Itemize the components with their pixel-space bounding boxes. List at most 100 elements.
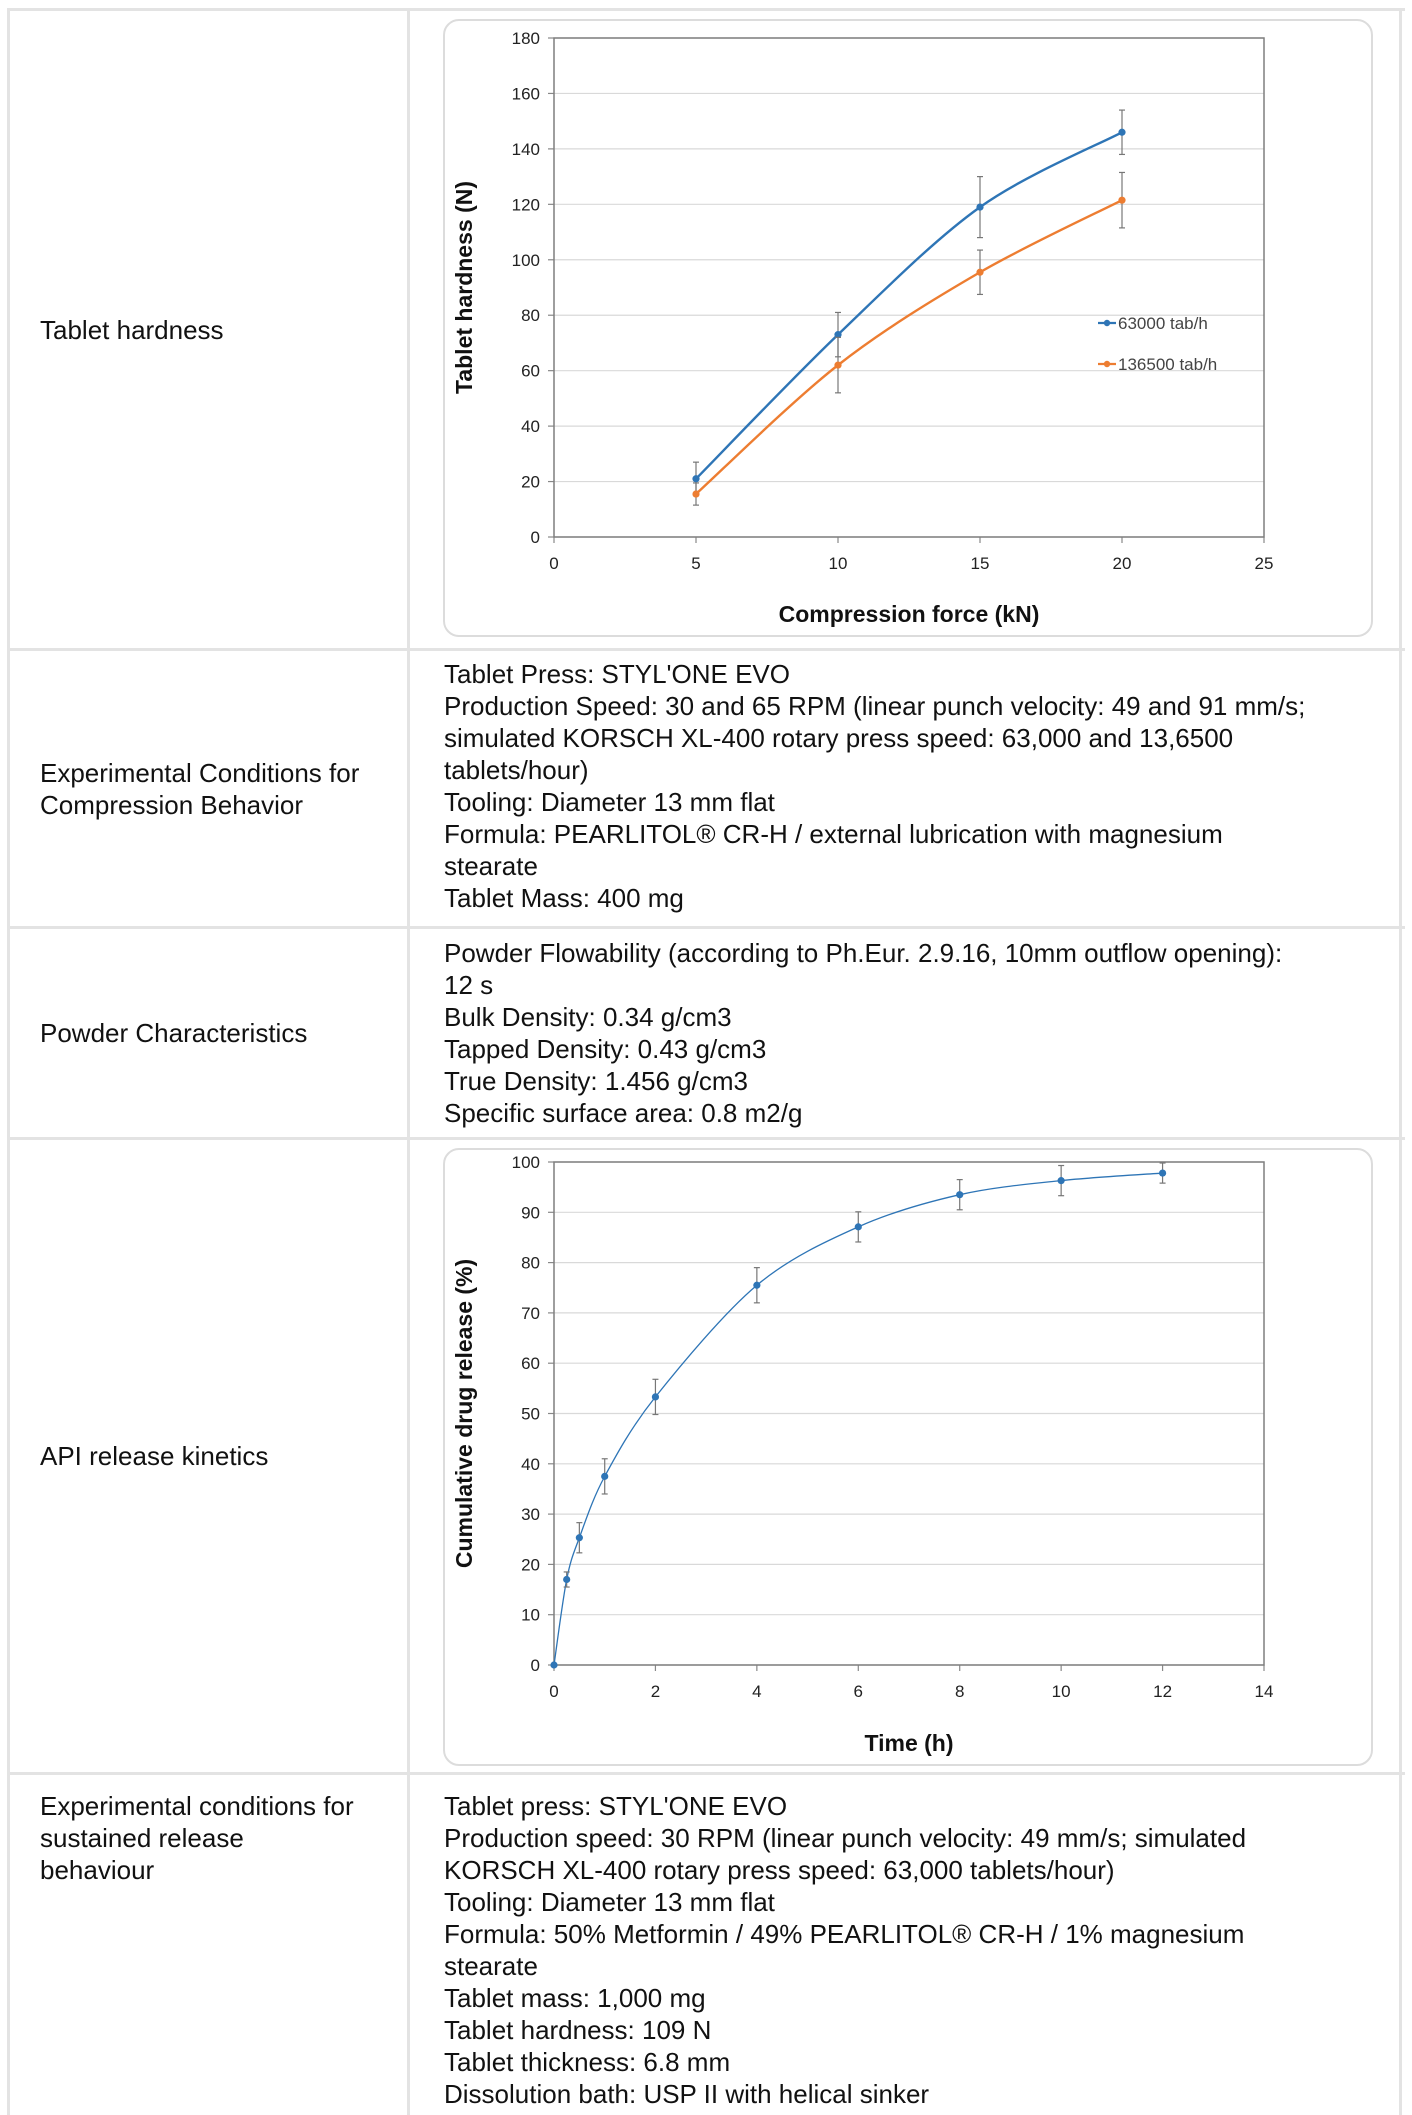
text-line: Tablet thickness: 6.8 mm bbox=[444, 2047, 731, 2077]
plot-area bbox=[553, 1161, 1265, 1666]
x-tick-label: 25 bbox=[1255, 554, 1274, 573]
text-line: Tablet press: STYL'ONE EVO bbox=[444, 1791, 788, 1821]
row-compression-conditions: Experimental Conditions for Compression … bbox=[7, 648, 1405, 926]
y-tick-label: 160 bbox=[512, 84, 540, 103]
hardness-chart: 0 20 40 60 80 100 120 140 160 180 0 5 10 15 20 25 Compre… bbox=[451, 29, 1274, 627]
row-value-sustained-release: Tablet press: STYL'ONE EVO Production sp… bbox=[407, 1775, 1402, 2115]
text-line: Tooling: Diameter 13 mm flat bbox=[444, 787, 775, 817]
y-tick-label: 80 bbox=[521, 306, 540, 325]
spec-table: Tablet hardness 0 20 40 60 80 100 120 140 160 180… bbox=[7, 8, 1405, 2115]
text-line: Formula: PEARLITOL® CR-H / external lubr… bbox=[444, 819, 1223, 849]
data-point bbox=[753, 1281, 761, 1289]
x-axis-title: Time (h) bbox=[864, 1730, 953, 1756]
row-sustained-release-conditions: Experimental conditions for sustained re… bbox=[7, 1772, 1405, 2115]
data-point bbox=[976, 268, 984, 276]
y-tick-label: 30 bbox=[521, 1505, 540, 1524]
x-tick-label: 0 bbox=[549, 1682, 558, 1701]
data-point bbox=[834, 361, 842, 369]
y-tick-label: 0 bbox=[531, 1656, 540, 1675]
text-line: Powder Flowability (according to Ph.Eur.… bbox=[444, 938, 1283, 968]
y-tick-label: 90 bbox=[521, 1203, 540, 1222]
x-tick-label: 10 bbox=[829, 554, 848, 573]
plot-area bbox=[553, 37, 1265, 538]
row-label-tablet-hardness: Tablet hardness bbox=[7, 11, 407, 648]
x-tick-label: 4 bbox=[752, 1682, 761, 1701]
row-tablet-hardness: Tablet hardness 0 20 40 60 80 100 120 140 160 180… bbox=[7, 8, 1405, 648]
y-tick-label: 20 bbox=[521, 473, 540, 492]
data-point bbox=[1158, 1169, 1167, 1177]
y-tick-label: 40 bbox=[521, 417, 540, 436]
text-line: 12 s bbox=[444, 970, 494, 1000]
data-point bbox=[1118, 196, 1126, 204]
x-tick-label: 12 bbox=[1153, 1682, 1172, 1701]
legend-entry: 136500 tab/h bbox=[1118, 355, 1217, 374]
text-line: stearate bbox=[444, 851, 538, 881]
label-line: Experimental conditions for bbox=[40, 1791, 354, 1821]
text-line: Specific surface area: 0.8 m2/g bbox=[444, 1098, 803, 1128]
text-line: Tablet hardness: 109 N bbox=[444, 2015, 712, 2045]
release-chart-frame bbox=[443, 1148, 1373, 1766]
legend-marker bbox=[1103, 360, 1111, 368]
legend-entry: 63000 tab/h bbox=[1118, 314, 1208, 333]
series-line bbox=[553, 1172, 1163, 1666]
y-tick-label: 10 bbox=[521, 1606, 540, 1625]
y-tick-label: 40 bbox=[521, 1455, 540, 1474]
y-tick-label: 60 bbox=[521, 1354, 540, 1373]
x-tick-label: 15 bbox=[971, 554, 990, 573]
data-point bbox=[651, 1393, 660, 1401]
text-line: Dissolution bath: USP II with helical si… bbox=[444, 2079, 930, 2109]
text-line: simulated KORSCH XL-400 rotary press spe… bbox=[444, 723, 1234, 753]
data-point bbox=[563, 1575, 571, 1584]
data-point bbox=[550, 1661, 558, 1669]
text-line: Production Speed: 30 and 65 RPM (linear … bbox=[444, 691, 1306, 721]
text-line: Bulk Density: 0.34 g/cm3 bbox=[444, 1002, 732, 1032]
x-tick-label: 14 bbox=[1255, 1682, 1274, 1701]
x-tick-label: 20 bbox=[1113, 554, 1132, 573]
data-point bbox=[692, 475, 700, 483]
text-line: Tooling: Diameter 13 mm flat bbox=[444, 1887, 775, 1917]
y-tick-label: 120 bbox=[512, 195, 540, 214]
row-value-hardness-chart: 0 20 40 60 80 100 120 140 160 180 0 5 10 15 20 25 Compre… bbox=[407, 11, 1402, 648]
x-tick-label: 8 bbox=[955, 1682, 964, 1701]
data-point bbox=[976, 203, 984, 211]
y-tick-label: 100 bbox=[512, 1153, 540, 1172]
data-point bbox=[601, 1472, 609, 1480]
row-value-powder-characteristics: Powder Flowability (according to Ph.Eur.… bbox=[407, 929, 1402, 1137]
row-label-sustained-release: Experimental conditions for sustained re… bbox=[7, 1775, 407, 2115]
text-line: Tapped Density: 0.43 g/cm3 bbox=[444, 1034, 767, 1064]
row-powder-characteristics: Powder Characteristics Powder Flowabilit… bbox=[7, 926, 1405, 1137]
text-line: KORSCH XL-400 rotary press speed: 63,000… bbox=[444, 1855, 1115, 1885]
y-tick-label: 140 bbox=[512, 140, 540, 159]
y-tick-label: 70 bbox=[521, 1304, 540, 1323]
data-point bbox=[692, 490, 700, 498]
label-line: behaviour bbox=[40, 1855, 155, 1885]
row-api-release-kinetics: API release kinetics 0 10 20 30 40 50 60 70 80 90… bbox=[7, 1137, 1405, 1772]
y-axis-title: Cumulative drug release (%) bbox=[451, 1259, 477, 1568]
data-point bbox=[834, 331, 842, 339]
y-tick-label: 180 bbox=[512, 29, 540, 48]
y-axis-title: Tablet hardness (N) bbox=[451, 181, 477, 394]
data-point bbox=[1057, 1177, 1065, 1185]
series-line bbox=[695, 199, 1123, 495]
text-line: True Density: 1.456 g/cm3 bbox=[444, 1066, 748, 1096]
hardness-chart-frame bbox=[443, 19, 1373, 637]
row-label-powder-characteristics: Powder Characteristics bbox=[7, 929, 407, 1137]
series-line bbox=[695, 131, 1123, 480]
y-tick-label: 60 bbox=[521, 362, 540, 381]
text-line: Tablet Mass: 400 mg bbox=[444, 883, 684, 913]
x-tick-label: 5 bbox=[691, 554, 700, 573]
y-tick-label: 0 bbox=[531, 528, 540, 547]
text-line: stearate bbox=[444, 1951, 538, 1981]
x-tick-label: 10 bbox=[1052, 1682, 1071, 1701]
row-value-compression-conditions: Tablet Press: STYL'ONE EVO Production Sp… bbox=[407, 651, 1402, 926]
x-tick-label: 2 bbox=[651, 1682, 660, 1701]
text-line: Production speed: 30 RPM (linear punch v… bbox=[444, 1823, 1247, 1853]
text-line: Formula: 50% Metformin / 49% PEARLITOL® … bbox=[444, 1919, 1245, 1949]
y-tick-label: 80 bbox=[521, 1254, 540, 1273]
label-line: sustained release bbox=[40, 1823, 244, 1853]
text-line: Tablet mass: 1,000 mg bbox=[444, 1983, 706, 2013]
x-tick-label: 0 bbox=[549, 554, 558, 573]
release-chart: 0 10 20 30 40 50 60 70 80 90 100 0 2 4 6 8 10 12 14 Time (h… bbox=[451, 1153, 1274, 1756]
text-line: Tablet Press: STYL'ONE EVO bbox=[444, 659, 790, 689]
y-tick-label: 100 bbox=[512, 251, 540, 270]
